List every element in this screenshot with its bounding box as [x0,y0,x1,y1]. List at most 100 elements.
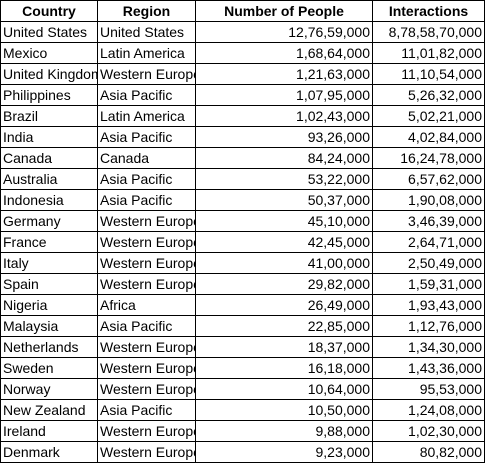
region-cell[interactable]: Western Europe [97,231,196,253]
region-cell[interactable]: Western Europe [97,210,196,232]
region-cell[interactable]: Canada [97,147,196,169]
table-row: Indonesia Asia Pacific 50,37,000 1,90,08,00… [0,189,485,211]
region-cell[interactable]: Asia Pacific [97,315,196,337]
table-body: United States United States 12,76,59,000 8,… [0,21,485,463]
header-cell-interactions[interactable]: Interactions [372,0,485,22]
interactions-cell[interactable]: 1,90,08,000 [372,189,485,211]
country-cell[interactable]: Philippines [0,84,98,106]
region-cell[interactable]: Western Europe [97,378,196,400]
table-row: France Western Europe 42,45,000 2,64,71,000 [0,231,485,253]
interactions-cell[interactable]: 5,02,21,000 [372,105,485,127]
people-cell[interactable]: 84,24,000 [195,147,373,169]
region-cell[interactable]: Latin America [97,42,196,64]
people-cell[interactable]: 41,00,000 [195,252,373,274]
people-cell[interactable]: 1,02,43,000 [195,105,373,127]
interactions-cell[interactable]: 1,02,30,000 [372,420,485,442]
people-cell[interactable]: 9,88,000 [195,420,373,442]
country-cell[interactable]: France [0,231,98,253]
table-row: Italy Western Europe 41,00,000 2,50,49,000 [0,252,485,274]
region-cell[interactable]: Western Europe [97,420,196,442]
country-cell[interactable]: Ireland [0,420,98,442]
country-cell[interactable]: Indonesia [0,189,98,211]
country-cell[interactable]: United Kingdom [0,63,98,85]
country-cell[interactable]: Sweden [0,357,98,379]
header-cell-country[interactable]: Country [0,0,98,22]
interactions-cell[interactable]: 1,93,43,000 [372,294,485,316]
country-cell[interactable]: Brazil [0,105,98,127]
country-cell[interactable]: Spain [0,273,98,295]
interactions-cell[interactable]: 5,26,32,000 [372,84,485,106]
interactions-cell[interactable]: 4,02,84,000 [372,126,485,148]
country-cell[interactable]: Malaysia [0,315,98,337]
people-cell[interactable]: 10,50,000 [195,399,373,421]
interactions-cell[interactable]: 2,50,49,000 [372,252,485,274]
header-row: Country Region Number of People Interact… [0,0,485,22]
interactions-cell[interactable]: 95,53,000 [372,378,485,400]
people-cell[interactable]: 93,26,000 [195,126,373,148]
interactions-cell[interactable]: 2,64,71,000 [372,231,485,253]
region-cell[interactable]: Asia Pacific [97,168,196,190]
region-cell[interactable]: Asia Pacific [97,126,196,148]
country-cell[interactable]: Norway [0,378,98,400]
people-cell[interactable]: 42,45,000 [195,231,373,253]
header-cell-region[interactable]: Region [97,0,196,22]
people-cell[interactable]: 9,23,000 [195,441,373,463]
people-cell[interactable]: 29,82,000 [195,273,373,295]
interactions-cell[interactable]: 1,43,36,000 [372,357,485,379]
interactions-cell[interactable]: 1,59,31,000 [372,273,485,295]
people-cell[interactable]: 22,85,000 [195,315,373,337]
table-row: Philippines Asia Pacific 1,07,95,000 5,26,3… [0,84,485,106]
table-row: United Kingdom Western Europe 1,21,63,000 1… [0,63,485,85]
interactions-cell[interactable]: 11,01,82,000 [372,42,485,64]
region-cell[interactable]: Western Europe [97,273,196,295]
region-cell[interactable]: Western Europe [97,441,196,463]
table-row: Germany Western Europe 45,10,000 3,46,39,00… [0,210,485,232]
people-cell[interactable]: 16,18,000 [195,357,373,379]
country-cell[interactable]: United States [0,21,98,43]
country-cell[interactable]: Germany [0,210,98,232]
interactions-cell[interactable]: 11,10,54,000 [372,63,485,85]
interactions-cell[interactable]: 1,34,30,000 [372,336,485,358]
region-cell[interactable]: Western Europe [97,252,196,274]
region-cell[interactable]: Western Europe [97,336,196,358]
people-cell[interactable]: 1,68,64,000 [195,42,373,64]
country-cell[interactable]: Italy [0,252,98,274]
country-cell[interactable]: New Zealand [0,399,98,421]
people-cell[interactable]: 26,49,000 [195,294,373,316]
country-cell[interactable]: Nigeria [0,294,98,316]
region-cell[interactable]: Asia Pacific [97,399,196,421]
interactions-cell[interactable]: 1,24,08,000 [372,399,485,421]
people-cell[interactable]: 53,22,000 [195,168,373,190]
country-cell[interactable]: Australia [0,168,98,190]
people-cell[interactable]: 10,64,000 [195,378,373,400]
region-cell[interactable]: Asia Pacific [97,84,196,106]
country-cell[interactable]: Netherlands [0,336,98,358]
country-cell[interactable]: Denmark [0,441,98,463]
people-cell[interactable]: 18,37,000 [195,336,373,358]
region-cell[interactable]: Western Europe [97,63,196,85]
region-cell[interactable]: United States [97,21,196,43]
country-cell[interactable]: India [0,126,98,148]
people-cell[interactable]: 1,07,95,000 [195,84,373,106]
country-cell[interactable]: Mexico [0,42,98,64]
region-cell[interactable]: Africa [97,294,196,316]
interactions-cell[interactable]: 8,78,58,70,000 [372,21,485,43]
table-row: India Asia Pacific 93,26,000 4,02,84,000 [0,126,485,148]
interactions-cell[interactable]: 80,82,000 [372,441,485,463]
table-row: United States United States 12,76,59,000 8,… [0,21,485,43]
interactions-cell[interactable]: 16,24,78,000 [372,147,485,169]
table-row: Canada Canada 84,24,000 16,24,78,000 [0,147,485,169]
people-cell[interactable]: 45,10,000 [195,210,373,232]
people-cell[interactable]: 12,76,59,000 [195,21,373,43]
people-cell[interactable]: 1,21,63,000 [195,63,373,85]
region-cell[interactable]: Latin America [97,105,196,127]
people-cell[interactable]: 50,37,000 [195,189,373,211]
interactions-cell[interactable]: 1,12,76,000 [372,315,485,337]
region-cell[interactable]: Western Europe [97,357,196,379]
interactions-cell[interactable]: 6,57,62,000 [372,168,485,190]
header-cell-number-of-people[interactable]: Number of People [195,0,373,22]
table-row: Norway Western Europe 10,64,000 95,53,000 [0,378,485,400]
interactions-cell[interactable]: 3,46,39,000 [372,210,485,232]
region-cell[interactable]: Asia Pacific [97,189,196,211]
country-cell[interactable]: Canada [0,147,98,169]
